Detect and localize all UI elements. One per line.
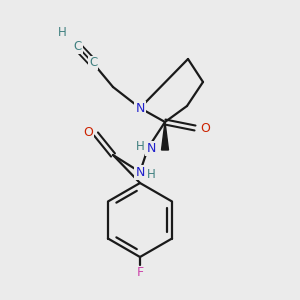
Text: F: F [136, 266, 144, 280]
Text: N: N [135, 166, 145, 178]
Text: H: H [136, 140, 144, 152]
Polygon shape [161, 122, 169, 150]
Text: H: H [147, 167, 155, 181]
Text: C: C [74, 40, 82, 53]
Text: O: O [200, 122, 210, 134]
Text: N: N [135, 101, 145, 115]
Text: C: C [89, 56, 97, 70]
Text: N: N [146, 142, 156, 154]
Text: H: H [58, 26, 66, 38]
Text: O: O [83, 125, 93, 139]
